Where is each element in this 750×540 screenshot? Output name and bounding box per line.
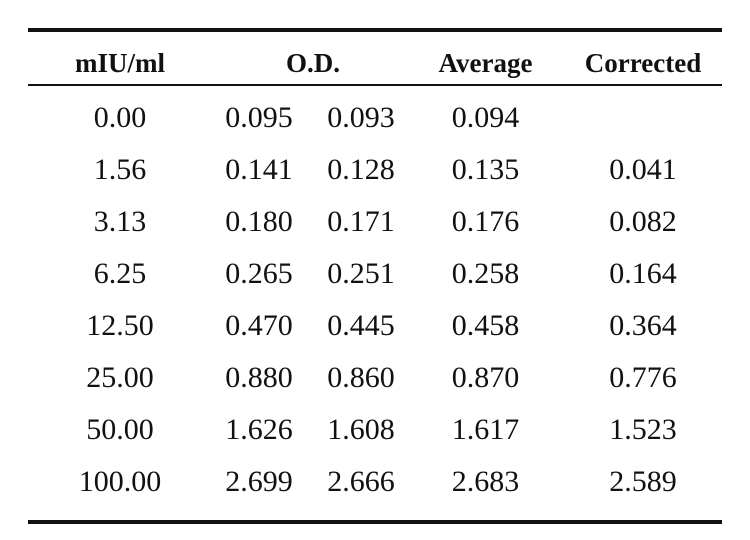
cell-average: 0.094 xyxy=(451,101,520,134)
cell-od-1: 2.699 xyxy=(225,465,293,498)
header-od: O.D. xyxy=(286,48,340,78)
cell-corrected: 0.082 xyxy=(609,205,677,238)
cell-od-1: 0.095 xyxy=(225,101,293,134)
cell-concentration: 1.56 xyxy=(93,153,147,186)
cell-concentration: 3.13 xyxy=(93,205,147,238)
cell-average: 2.683 xyxy=(451,465,520,498)
cell-concentration: 12.50 xyxy=(86,309,154,342)
cell-average: 0.258 xyxy=(451,257,520,290)
cell-concentration: 25.00 xyxy=(86,361,154,394)
cell-od-1: 0.470 xyxy=(225,309,293,342)
cell-od-1: 1.626 xyxy=(225,413,293,446)
cell-od-1: 0.141 xyxy=(225,153,293,186)
cell-od-2: 1.608 xyxy=(327,413,395,446)
cell-od-1: 0.180 xyxy=(225,205,293,238)
table-row: 50.00 1.626 1.608 1.617 1.523 xyxy=(28,404,722,456)
table-top-rule xyxy=(28,28,722,32)
table-header-row: mIU/ml O.D. Average Corrected xyxy=(28,32,722,84)
cell-average: 0.458 xyxy=(451,309,520,342)
header-corrected: Corrected xyxy=(584,48,702,78)
cell-corrected: 0.041 xyxy=(609,153,677,186)
cell-od-1: 0.880 xyxy=(225,361,293,394)
cell-concentration: 0.00 xyxy=(93,101,147,134)
cell-od-2: 0.251 xyxy=(327,257,395,290)
header-concentration: mIU/ml xyxy=(75,48,165,78)
cell-corrected: 0.164 xyxy=(609,257,677,290)
cell-od-1: 0.265 xyxy=(225,257,293,290)
table-row: 25.00 0.880 0.860 0.870 0.776 xyxy=(28,352,722,404)
data-table: mIU/ml O.D. Average Corrected 0.00 0.095 0… xyxy=(28,28,722,524)
cell-average: 0.870 xyxy=(451,361,520,394)
cell-corrected: 0.776 xyxy=(609,361,677,394)
cell-average: 0.176 xyxy=(451,205,520,238)
header-average: Average xyxy=(438,48,533,78)
cell-concentration: 50.00 xyxy=(86,413,154,446)
cell-average: 0.135 xyxy=(451,153,520,186)
cell-od-2: 0.445 xyxy=(327,309,395,342)
cell-corrected: 2.589 xyxy=(609,465,677,498)
table-row: 1.56 0.141 0.128 0.135 0.041 xyxy=(28,144,722,196)
cell-corrected: 0.364 xyxy=(609,309,677,342)
cell-od-2: 0.171 xyxy=(327,205,395,238)
table-body: 0.00 0.095 0.093 0.094 1.56 0.141 0.128 0.135 0.… xyxy=(28,86,722,508)
table-row: 100.00 2.699 2.666 2.683 2.589 xyxy=(28,456,722,508)
table-row: 12.50 0.470 0.445 0.458 0.364 xyxy=(28,300,722,352)
table-row: 0.00 0.095 0.093 0.094 xyxy=(28,92,722,144)
cell-average: 1.617 xyxy=(451,413,520,446)
cell-od-2: 0.128 xyxy=(327,153,395,186)
table-row: 3.13 0.180 0.171 0.176 0.082 xyxy=(28,196,722,248)
cell-od-2: 2.666 xyxy=(327,465,395,498)
cell-corrected xyxy=(568,92,718,144)
table-header-rule xyxy=(28,84,722,86)
table-bottom-rule xyxy=(28,520,722,524)
table-row: 6.25 0.265 0.251 0.258 0.164 xyxy=(28,248,722,300)
cell-od-2: 0.860 xyxy=(327,361,395,394)
cell-corrected: 1.523 xyxy=(609,413,677,446)
cell-concentration: 100.00 xyxy=(78,465,162,498)
cell-concentration: 6.25 xyxy=(93,257,147,290)
cell-od-2: 0.093 xyxy=(327,101,395,134)
